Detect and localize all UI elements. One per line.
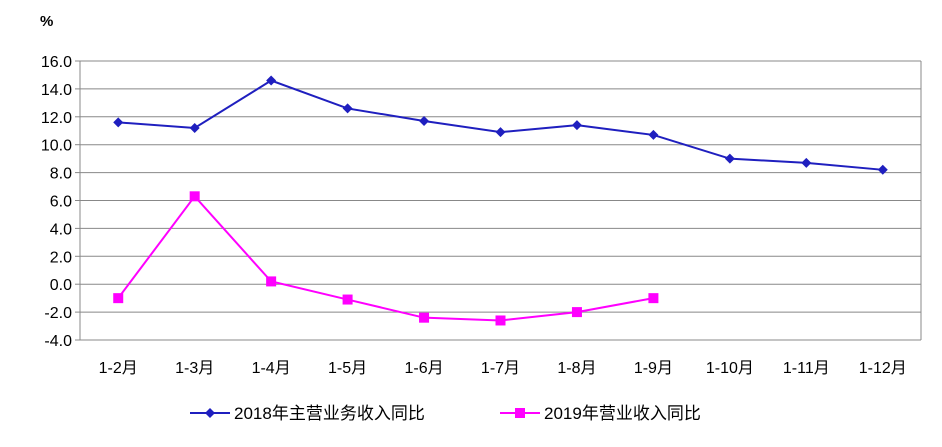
y-tick-label: 2.0 [50,249,72,266]
x-tick-label: 1-8月 [557,360,596,377]
x-tick-label: 1-12月 [859,360,907,377]
x-tick-label: 1-7月 [481,360,520,377]
x-tick-label: 1-6月 [404,360,443,377]
y-tick-label: 8.0 [50,166,72,183]
series-line-1 [118,79,883,171]
data-point-square [266,276,277,287]
series-line-2 [117,194,654,322]
y-tick-label: 4.0 [50,221,72,238]
data-point-square [419,312,430,323]
data-point-diamond [495,127,506,138]
y-tick-label: 6.0 [50,194,72,211]
data-point-square [495,315,506,326]
data-point-diamond [113,117,124,128]
x-tick-label: 1-3月 [175,360,214,377]
legend-marker-square [515,408,525,418]
y-tick-label: 14.0 [41,82,72,99]
y-tick-label: 0.0 [50,277,72,294]
x-tick-label: 1-11月 [783,360,830,377]
y-tick-label: -2.0 [44,305,72,322]
data-point-square [342,294,353,305]
data-point-diamond [648,129,659,140]
data-point-diamond [189,122,200,133]
data-point-square [648,293,659,304]
data-point-diamond [724,153,735,164]
x-tick-label: 1-2月 [99,360,138,377]
data-point-diamond [571,120,582,131]
x-tick-label: 1-9月 [634,360,673,377]
y-tick-label: 12.0 [41,110,72,127]
data-point-diamond [342,103,353,114]
data-point-square [571,307,582,318]
x-tick-label: 1-5月 [328,360,367,377]
y-tick-label: 16.0 [41,54,72,71]
y-axis-unit-label: % [40,13,53,30]
y-tick-label: -4.0 [44,333,72,350]
x-tick-label: 1-4月 [252,360,291,377]
data-point-diamond [266,75,277,86]
data-point-diamond [419,115,430,126]
legend-label: 2018年主营业务收入同比 [234,404,425,423]
data-point-diamond [877,164,888,175]
legend-label: 2019年营业收入同比 [544,404,701,423]
y-tick-label: 10.0 [41,138,72,155]
data-point-square [189,191,200,202]
data-point-square [113,293,124,304]
x-tick-label: 1-10月 [706,360,754,377]
data-point-diamond [801,157,812,168]
legend-marker-diamond [205,408,215,418]
